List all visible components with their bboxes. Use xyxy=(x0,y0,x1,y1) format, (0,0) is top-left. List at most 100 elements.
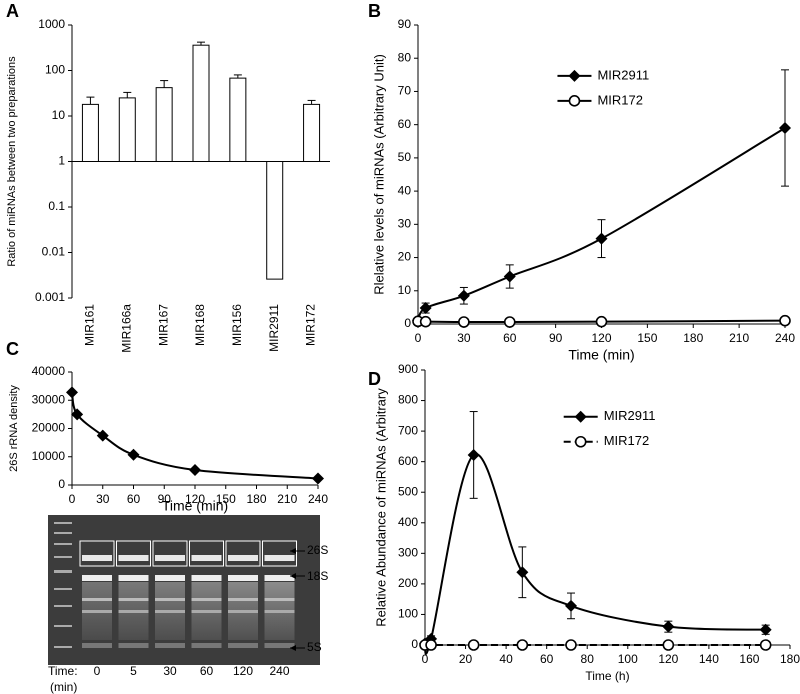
bar xyxy=(81,103,99,162)
y-tick-label: 600 xyxy=(398,454,418,468)
marker xyxy=(779,314,791,327)
gel-band xyxy=(264,555,295,561)
y-tick-label: 10000 xyxy=(32,449,66,463)
bar xyxy=(155,87,173,162)
series-line xyxy=(424,453,766,655)
gel-band xyxy=(264,598,295,601)
marker xyxy=(96,429,109,442)
gel-band xyxy=(228,575,258,581)
x-tick-label: 180 xyxy=(683,331,703,345)
x-tick-label: 60 xyxy=(127,492,141,506)
gel-band xyxy=(118,643,149,648)
y-tick-label: 70 xyxy=(398,84,412,98)
legend-label: MIR2911 xyxy=(604,408,656,423)
panel-letter: A xyxy=(6,1,19,21)
gel-band xyxy=(228,643,258,648)
legend-marker xyxy=(574,435,587,448)
gel-image xyxy=(48,515,320,665)
y-tick-label: 90 xyxy=(398,17,412,31)
marker xyxy=(312,472,324,485)
x-tick-label: MIR168 xyxy=(193,304,207,346)
gel-band xyxy=(155,555,185,561)
gel-box xyxy=(262,540,297,567)
panel-letter: D xyxy=(368,369,381,389)
gel-band xyxy=(191,643,222,648)
y-tick-label: 1 xyxy=(58,154,65,168)
legend-label: MIR172 xyxy=(604,433,650,448)
y-tick-label: 100 xyxy=(398,607,418,621)
x-tick-label: 150 xyxy=(637,331,657,345)
time-label: Time: xyxy=(48,664,78,678)
gel-box xyxy=(116,540,151,567)
lane-label: 30 xyxy=(163,664,177,678)
marker xyxy=(189,464,201,477)
marker xyxy=(467,448,480,461)
gel-band xyxy=(155,643,185,648)
y-tick-label: 100 xyxy=(45,63,65,77)
marker xyxy=(565,599,577,612)
y-tick-label: 0 xyxy=(58,477,65,491)
x-axis-title: Time (min) xyxy=(568,347,634,363)
y-tick-label: 10 xyxy=(398,283,412,297)
band-label: 5S xyxy=(307,640,322,654)
gel-band xyxy=(118,575,149,581)
x-tick-label: 30 xyxy=(457,331,471,345)
y-tick-label: 500 xyxy=(398,484,418,498)
x-tick-label: 0 xyxy=(69,492,76,506)
x-tick-label: 0 xyxy=(415,331,422,345)
y-tick-label: 60 xyxy=(398,117,412,131)
y-tick-label: 0.1 xyxy=(48,199,65,213)
bar xyxy=(303,103,321,162)
band-label: 26S xyxy=(307,543,328,557)
marker xyxy=(759,639,772,651)
y-tick-label: 40 xyxy=(398,183,412,197)
gel-band xyxy=(155,610,185,613)
gel-band xyxy=(118,555,149,561)
y-axis-title: Relative Abundance of miRNAs (Arbitrary xyxy=(373,388,388,627)
x-axis-title: Time (h) xyxy=(585,669,629,683)
y-tick-label: 700 xyxy=(398,423,418,437)
x-tick-label: 60 xyxy=(503,331,517,345)
gel-band xyxy=(264,610,295,613)
x-tick-label: 90 xyxy=(549,331,563,345)
gel-band xyxy=(118,598,149,601)
marker xyxy=(595,232,608,245)
x-tick-label: MIR167 xyxy=(156,304,170,346)
x-tick-label: 90 xyxy=(158,492,172,506)
gel-band xyxy=(82,555,112,561)
x-tick-label: 100 xyxy=(618,652,638,666)
y-tick-label: 0 xyxy=(404,316,411,330)
marker xyxy=(127,448,140,461)
x-tick-label: 210 xyxy=(277,492,297,506)
bar xyxy=(118,97,136,162)
bar xyxy=(192,44,210,162)
gel-band xyxy=(228,555,258,561)
x-tick-label: 240 xyxy=(308,492,328,506)
marker xyxy=(419,315,432,328)
marker xyxy=(71,408,84,421)
gel-annotations: 26S 18S 5S Time: (min) xyxy=(48,543,328,694)
x-tick-label: MIR172 xyxy=(304,304,318,346)
legend-marker xyxy=(568,95,581,107)
x-tick-label: 40 xyxy=(499,652,513,666)
gel-band xyxy=(82,610,112,613)
x-tick-label: MIR156 xyxy=(230,304,244,346)
marker xyxy=(565,639,577,651)
marker xyxy=(425,639,437,651)
y-axis-title: Ratio of miRNAs between two preparations xyxy=(6,56,18,267)
y-tick-label: 20 xyxy=(398,250,412,264)
bar xyxy=(266,161,284,280)
gel-band xyxy=(118,610,149,613)
lane-label: 60 xyxy=(200,664,214,678)
legend-marker xyxy=(574,410,587,423)
y-tick-label: 800 xyxy=(398,393,418,407)
y-tick-label: 300 xyxy=(398,546,418,560)
bar xyxy=(229,77,247,162)
x-tick-label: 120 xyxy=(185,492,205,506)
y-tick-label: 30 xyxy=(398,217,412,231)
gel-band xyxy=(228,610,258,613)
panel-letter: C xyxy=(6,339,19,359)
y-axis-title: Rlelative levels of miRNAs (Arbitrary Un… xyxy=(371,54,386,295)
x-tick-label: 210 xyxy=(729,331,749,345)
gel-box xyxy=(225,540,261,567)
